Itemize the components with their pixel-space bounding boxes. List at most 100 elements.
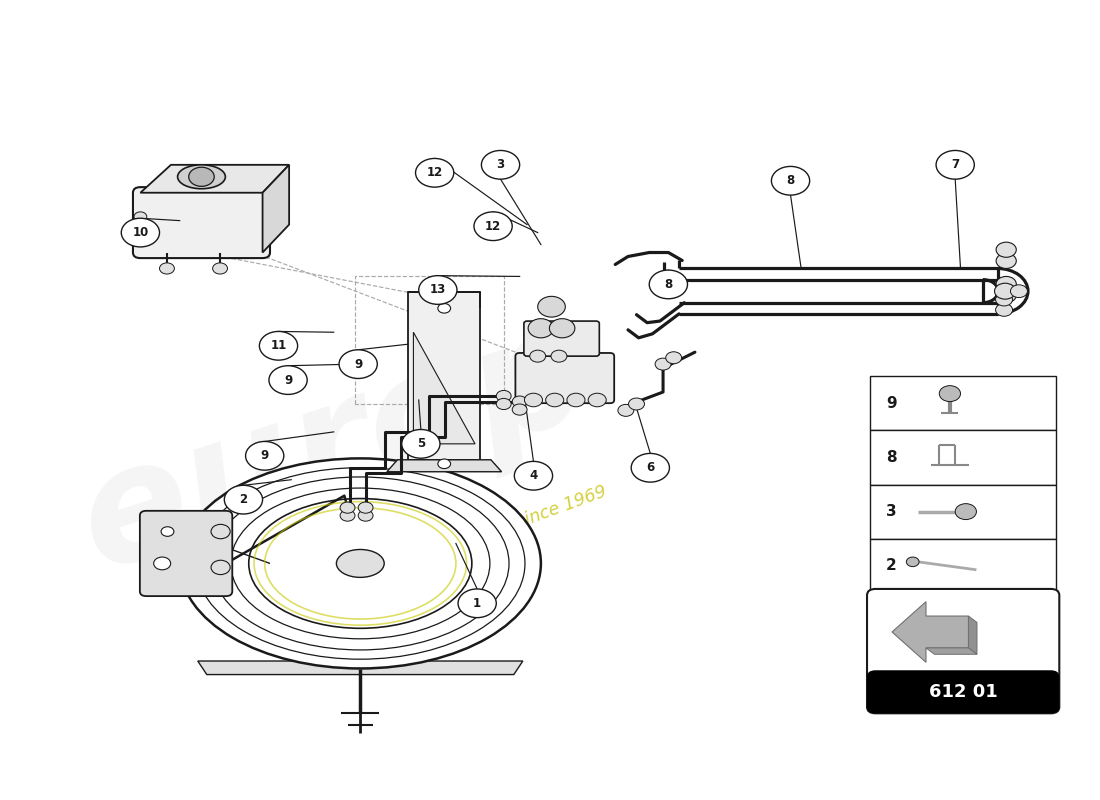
Circle shape [121,218,160,247]
Circle shape [997,242,1016,258]
Circle shape [771,166,810,195]
Polygon shape [968,616,977,654]
Circle shape [538,296,565,317]
Circle shape [189,167,214,186]
Text: 2: 2 [240,493,248,506]
Circle shape [132,222,148,235]
Circle shape [474,212,513,241]
Circle shape [628,398,645,410]
Text: 4: 4 [529,470,538,482]
Circle shape [566,394,585,406]
Circle shape [154,557,170,570]
Text: 612 01: 612 01 [928,682,998,701]
Circle shape [939,386,960,402]
Polygon shape [141,165,289,193]
Circle shape [416,158,454,187]
Text: 10: 10 [132,226,148,239]
Text: 7: 7 [952,158,959,171]
Circle shape [339,350,377,378]
Circle shape [997,277,1016,291]
Circle shape [224,486,263,514]
Text: 8: 8 [786,174,794,187]
Circle shape [666,352,682,364]
FancyBboxPatch shape [140,511,232,596]
Polygon shape [408,292,481,460]
Circle shape [161,526,174,536]
Text: 8: 8 [664,278,672,291]
Circle shape [528,318,553,338]
Text: 12: 12 [485,220,502,233]
Circle shape [160,263,175,274]
Circle shape [359,510,373,521]
FancyBboxPatch shape [867,670,1059,714]
Bar [870,485,1056,538]
Circle shape [1011,285,1027,298]
Text: 3: 3 [496,158,505,171]
Circle shape [340,510,355,521]
Polygon shape [198,661,522,674]
Bar [876,677,1050,707]
FancyBboxPatch shape [516,353,614,403]
Circle shape [359,502,373,514]
Circle shape [525,394,542,406]
Circle shape [656,358,671,370]
Circle shape [211,560,230,574]
Circle shape [438,459,451,469]
Circle shape [546,394,563,406]
Circle shape [551,350,566,362]
FancyBboxPatch shape [524,321,600,356]
Circle shape [482,150,519,179]
Text: 11: 11 [271,339,287,352]
Ellipse shape [177,165,225,189]
Text: 5: 5 [417,438,425,450]
Text: 9: 9 [887,396,896,410]
Text: 6: 6 [646,462,654,474]
Circle shape [955,504,977,519]
Polygon shape [414,332,475,444]
FancyBboxPatch shape [133,187,270,258]
Bar [870,538,1056,593]
Circle shape [134,212,146,222]
Ellipse shape [179,458,541,669]
Circle shape [419,276,456,304]
Circle shape [513,396,527,407]
Text: 9: 9 [261,450,268,462]
Circle shape [996,303,1013,316]
Ellipse shape [337,550,384,578]
Polygon shape [892,602,968,662]
Circle shape [994,283,1015,299]
Circle shape [513,404,527,415]
Circle shape [212,263,228,274]
Circle shape [906,557,920,566]
FancyBboxPatch shape [867,589,1059,714]
Circle shape [515,462,552,490]
Circle shape [211,524,230,538]
Polygon shape [926,648,977,654]
Circle shape [588,394,606,406]
Text: 9: 9 [284,374,293,386]
Circle shape [997,254,1016,269]
Circle shape [936,150,975,179]
Circle shape [549,318,575,338]
Text: 13: 13 [430,283,446,297]
Circle shape [260,331,298,360]
Text: 9: 9 [354,358,362,370]
Circle shape [268,366,307,394]
Circle shape [458,589,496,618]
Text: 3: 3 [887,504,896,519]
Text: europ: europ [60,293,607,602]
Circle shape [997,287,1016,302]
Bar [870,430,1056,485]
Circle shape [530,350,546,362]
Bar [870,376,1056,430]
Circle shape [402,430,440,458]
Text: 12: 12 [427,166,443,179]
Circle shape [496,390,512,402]
Polygon shape [263,165,289,253]
Text: 8: 8 [887,450,896,465]
Circle shape [438,303,451,313]
Circle shape [496,398,512,410]
Circle shape [618,404,634,416]
Circle shape [631,454,670,482]
Circle shape [245,442,284,470]
